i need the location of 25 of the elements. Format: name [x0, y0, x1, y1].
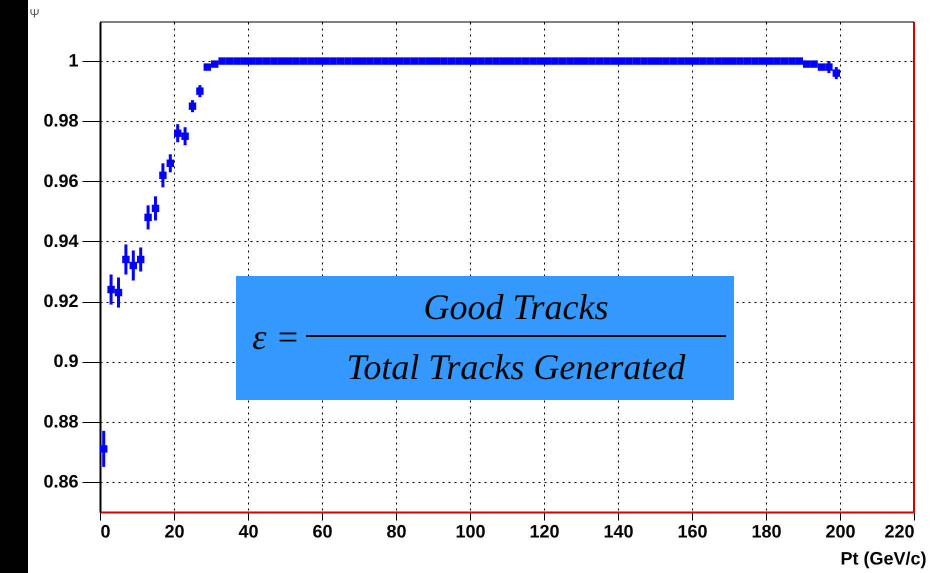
x-tick-label: 180: [751, 522, 782, 542]
y-tick-label: 1: [68, 50, 78, 71]
x-tick-label: 140: [603, 522, 634, 542]
y-axis-title: Ψ: [29, 6, 40, 20]
x-tick-label: 120: [529, 522, 560, 542]
y-tick-label: 0.94: [43, 230, 78, 251]
x-tick-label: 220: [884, 522, 914, 542]
annotation: ε =: [252, 317, 300, 357]
y-tick-label: 0.92: [43, 291, 78, 312]
x-tick-label: 160: [677, 522, 708, 542]
y-tick-label: 0.88: [43, 411, 78, 432]
x-tick-label: 40: [238, 522, 259, 542]
x-tick-label: 80: [386, 522, 407, 542]
x-tick-label: 100: [455, 522, 486, 542]
annotation: Good Tracks: [423, 287, 609, 327]
y-tick-label: 0.98: [43, 110, 78, 131]
x-tick-label: 60: [312, 522, 333, 542]
x-tick-label: 20: [164, 522, 185, 542]
annotation: Total Tracks Generated: [346, 347, 686, 387]
x-axis-title: Pt (GeV/c): [840, 548, 926, 568]
x-tick-label: 200: [825, 522, 856, 542]
y-tick-label: 0.9: [53, 351, 78, 372]
y-tick-label: 0.86: [43, 471, 78, 492]
y-tick-label: 0.96: [43, 170, 78, 191]
x-tick-label: 0: [100, 522, 111, 542]
